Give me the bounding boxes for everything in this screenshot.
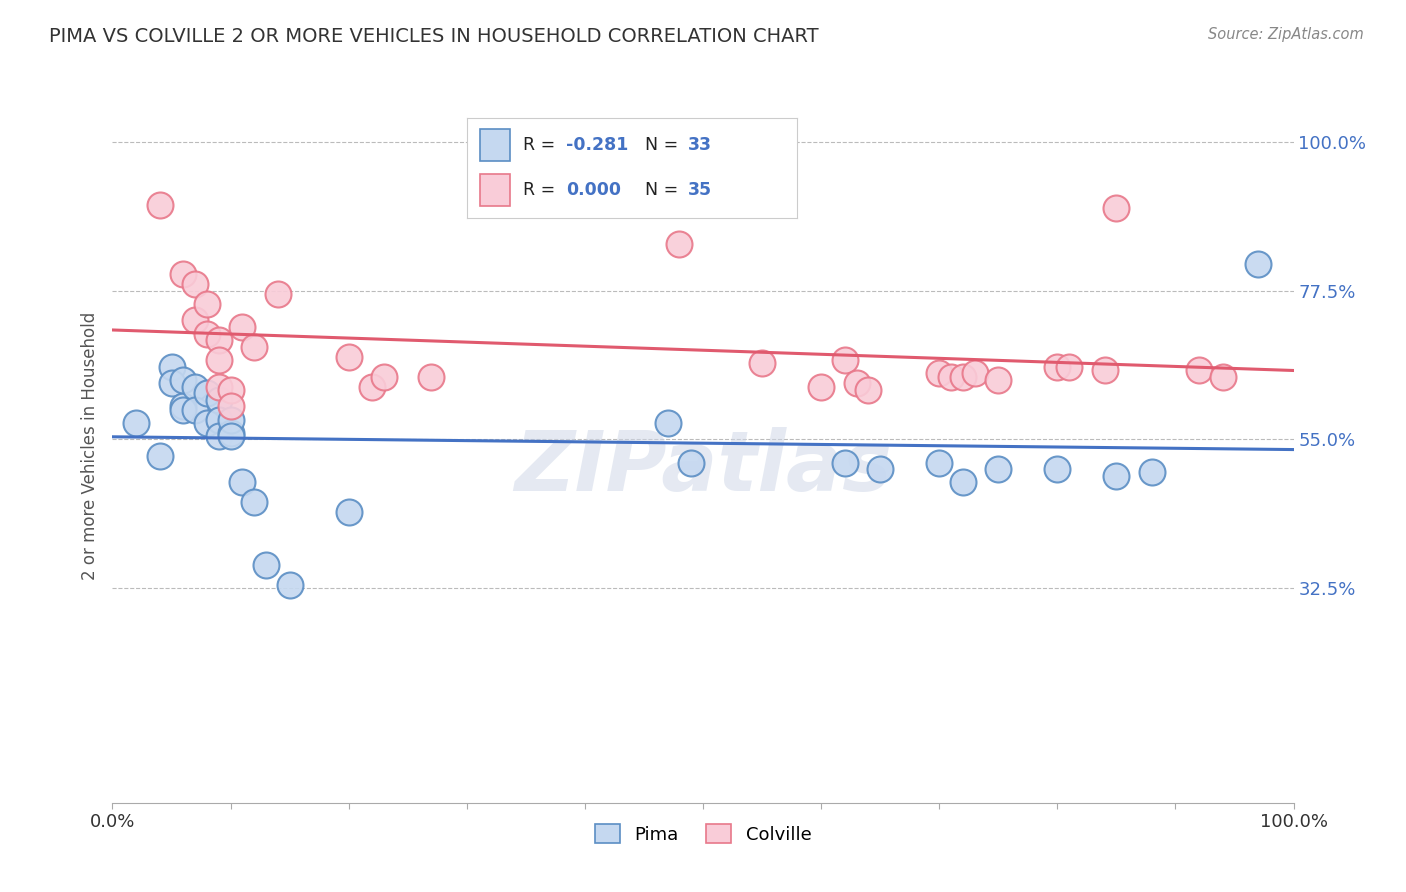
Point xyxy=(1105,468,1128,483)
Point xyxy=(208,429,231,443)
Point xyxy=(219,412,242,426)
Point xyxy=(1140,466,1163,480)
Point xyxy=(125,416,148,430)
Point xyxy=(149,449,172,463)
Point xyxy=(337,350,360,364)
Point xyxy=(834,353,856,368)
Point xyxy=(172,402,194,417)
Point xyxy=(219,400,242,414)
Point xyxy=(208,333,231,347)
Point xyxy=(858,383,880,397)
Point xyxy=(160,376,183,391)
Point xyxy=(1094,363,1116,377)
Point xyxy=(834,456,856,470)
Point xyxy=(184,402,207,417)
Point xyxy=(267,287,290,301)
Point xyxy=(1212,369,1234,384)
Point xyxy=(963,367,986,381)
Point xyxy=(987,373,1010,387)
Point xyxy=(1105,201,1128,215)
Point xyxy=(184,379,207,393)
Text: Source: ZipAtlas.com: Source: ZipAtlas.com xyxy=(1208,27,1364,42)
Point xyxy=(657,416,679,430)
Point xyxy=(939,369,962,384)
Point xyxy=(172,373,194,387)
Point xyxy=(845,376,868,391)
Point xyxy=(1046,359,1069,374)
Point xyxy=(278,578,301,592)
Point xyxy=(420,369,443,384)
Text: ZIPatlas: ZIPatlas xyxy=(515,427,891,508)
Point xyxy=(337,505,360,519)
Point xyxy=(172,267,194,281)
Legend: Pima, Colville: Pima, Colville xyxy=(588,817,818,851)
Point xyxy=(254,558,277,572)
Y-axis label: 2 or more Vehicles in Household: 2 or more Vehicles in Household xyxy=(80,312,98,580)
Point xyxy=(208,379,231,393)
Point xyxy=(668,237,690,252)
Point xyxy=(184,277,207,292)
Point xyxy=(231,320,253,334)
Point xyxy=(195,297,218,311)
Point xyxy=(952,475,974,490)
Point xyxy=(160,359,183,374)
Point xyxy=(231,475,253,490)
Point xyxy=(195,386,218,401)
Point xyxy=(1046,462,1069,476)
Point xyxy=(928,367,950,381)
Point xyxy=(928,456,950,470)
Point xyxy=(751,356,773,370)
Point xyxy=(952,369,974,384)
Point xyxy=(1057,359,1080,374)
Point xyxy=(208,353,231,368)
Point xyxy=(219,383,242,397)
Point xyxy=(243,495,266,509)
Point xyxy=(184,313,207,327)
Point xyxy=(681,456,703,470)
Point xyxy=(208,412,231,426)
Point xyxy=(195,326,218,341)
Point xyxy=(810,379,832,393)
Point xyxy=(243,340,266,354)
Point xyxy=(361,379,384,393)
Point xyxy=(195,416,218,430)
Point xyxy=(987,462,1010,476)
Point xyxy=(208,392,231,407)
Point xyxy=(1247,257,1270,271)
Point xyxy=(1188,363,1211,377)
Point xyxy=(219,429,242,443)
Point xyxy=(172,400,194,414)
Point xyxy=(373,369,395,384)
Text: PIMA VS COLVILLE 2 OR MORE VEHICLES IN HOUSEHOLD CORRELATION CHART: PIMA VS COLVILLE 2 OR MORE VEHICLES IN H… xyxy=(49,27,818,45)
Point xyxy=(869,462,891,476)
Point xyxy=(149,198,172,212)
Point xyxy=(219,425,242,440)
